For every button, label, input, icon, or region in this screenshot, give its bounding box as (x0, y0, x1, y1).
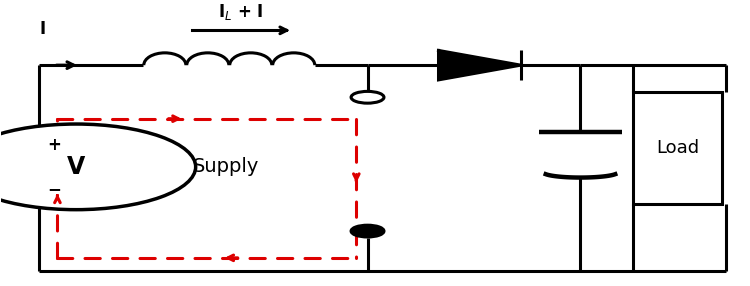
Text: −: − (48, 180, 62, 198)
Text: I$_L$ + I: I$_L$ + I (217, 2, 263, 22)
Text: Load: Load (656, 139, 699, 157)
Polygon shape (439, 50, 520, 80)
Bar (633, 92, 722, 204)
Circle shape (351, 225, 384, 237)
Circle shape (0, 124, 196, 210)
Text: Supply: Supply (192, 157, 259, 176)
Circle shape (351, 92, 384, 103)
Text: I: I (40, 20, 46, 38)
Text: V: V (67, 155, 86, 179)
Text: +: + (48, 136, 62, 154)
